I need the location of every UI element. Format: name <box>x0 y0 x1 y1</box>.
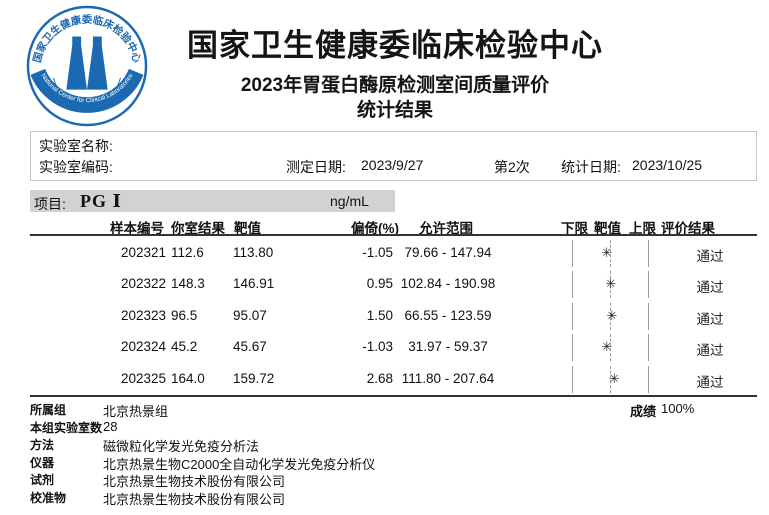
calibrator-value: 北京热景生物技术股份有限公司 <box>103 491 286 507</box>
col-header-range: 允许范围 <box>419 221 473 236</box>
target-value: 45.67 <box>233 339 267 355</box>
footer-row-instrument: 仪器 北京热景生物C2000全自动化学发光免疫分析仪 <box>30 454 757 472</box>
range-indicator: ✳ <box>572 334 649 362</box>
instrument-label: 仪器 <box>30 455 55 470</box>
col-header-result: 你室结果 <box>171 221 225 236</box>
method-value: 磁微粒化学发光免疫分析法 <box>103 439 260 455</box>
table-row: 202324 45.2 45.67 -1.03 31.97 - 59.37 ✳ … <box>0 332 769 363</box>
report-subtitle: 2023年胃蛋白酶原检测室间质量评价 <box>240 75 550 96</box>
table-row: 202322 148.3 146.91 0.95 102.84 - 190.98… <box>0 269 769 300</box>
footer-details: 所属组 北京热景组 成绩 100% 本组实验室数 28 方法 磁微粒化学发光免疫… <box>30 401 757 507</box>
lab-result: 148.3 <box>171 276 205 292</box>
allowed-range: 111.80 - 207.64 <box>401 370 495 386</box>
sample-id: 202323 <box>120 307 166 323</box>
lab-result: 45.2 <box>171 339 198 355</box>
project-label: 项目: <box>34 196 66 212</box>
evaluation-result: 通过 <box>696 311 724 327</box>
table-row: 202323 96.5 95.07 1.50 66.55 - 123.59 ✳ … <box>0 301 769 332</box>
bias-percent: -1.03 <box>362 339 393 355</box>
footer-row-lab-count: 本组实验室数 28 <box>30 419 757 437</box>
col-header-upper: 上限 <box>629 221 656 236</box>
evaluation-result: 通过 <box>696 374 724 390</box>
target-value: 146.91 <box>233 276 275 292</box>
range-indicator: ✳ <box>572 240 649 267</box>
logo-nccl-text: N C C L <box>72 95 101 107</box>
col-header-lower: 下限 <box>561 221 588 236</box>
report-subtitle-2: 统计结果 <box>356 100 433 121</box>
col-header-target: 靶值 <box>234 221 261 236</box>
group-value: 北京热景组 <box>103 404 169 419</box>
sample-id: 202322 <box>120 276 166 292</box>
project-bar: 项目: PG Ⅰ ng/mL <box>30 190 395 212</box>
instrument-value: 北京热景生物C2000全自动化学发光免疫分析仪 <box>103 456 376 472</box>
allowed-range: 79.66 - 147.94 <box>404 245 492 260</box>
footer-row-method: 方法 磁微粒化学发光免疫分析法 <box>30 436 757 454</box>
table-row: 202321 112.6 113.80 -1.05 79.66 - 147.94… <box>0 238 769 269</box>
allowed-range: 31.97 - 59.37 <box>408 339 488 355</box>
col-header-target2: 靶值 <box>594 221 621 236</box>
page-title: 国家卫生健康委临床检验中心 <box>187 28 603 63</box>
lab-info-box: 实验室名称: 实验室编码: 测定日期: 2023/9/27 第2次 统计日期: … <box>30 131 757 181</box>
table-row: 202325 164.0 159.72 2.68 111.80 - 207.64… <box>0 364 769 395</box>
allowed-range: 66.55 - 123.59 <box>404 307 492 323</box>
group-label: 所属组 <box>30 403 67 417</box>
bias-percent: 2.68 <box>366 370 393 386</box>
sample-id: 202325 <box>120 370 166 386</box>
result-mark-icon: ✳ <box>605 276 617 292</box>
method-label: 方法 <box>30 438 55 453</box>
footer-row-group: 所属组 北京热景组 成绩 100% <box>30 401 757 419</box>
result-mark-icon: ✳ <box>601 245 613 260</box>
lab-count-value: 28 <box>103 418 118 434</box>
lab-result: 164.0 <box>171 370 205 386</box>
col-header-sample: 样本编号 <box>110 221 164 236</box>
round-number: 第2次 <box>494 159 530 175</box>
lab-result: 96.5 <box>171 307 198 323</box>
bias-percent: 0.95 <box>366 276 393 292</box>
target-value: 95.07 <box>233 307 267 323</box>
footer-row-reagent: 试剂 北京热景生物技术股份有限公司 <box>30 471 757 489</box>
sample-id: 202321 <box>120 245 166 260</box>
sample-id: 202324 <box>120 339 166 355</box>
stat-date-value: 2023/10/25 <box>632 157 703 173</box>
evaluation-result: 通过 <box>696 280 724 296</box>
range-indicator: ✳ <box>572 271 649 299</box>
nccl-logo: 国家卫生健康委临床检验中心 N C C L National Center fo… <box>26 5 148 127</box>
reagent-value: 北京热景生物技术股份有限公司 <box>103 474 286 490</box>
reagent-label: 试剂 <box>30 473 55 488</box>
lab-code-label: 实验室编码: <box>39 159 113 175</box>
score-value: 100% <box>661 401 695 416</box>
test-date-label: 测定日期: <box>286 159 346 175</box>
svg-text:N C C L: N C C L <box>72 95 101 107</box>
stat-date-label: 统计日期: <box>561 159 621 175</box>
result-mark-icon: ✳ <box>601 339 613 355</box>
calibrator-label: 校准物 <box>30 490 67 505</box>
lab-result: 112.6 <box>171 245 204 260</box>
score-label: 成绩 <box>630 404 657 419</box>
result-mark-icon: ✳ <box>608 370 620 386</box>
lab-name-label: 实验室名称: <box>39 138 113 154</box>
project-unit: ng/mL <box>330 193 369 209</box>
table-header-rule <box>30 234 757 236</box>
test-date-value: 2023/9/27 <box>361 157 424 173</box>
range-indicator: ✳ <box>572 302 649 330</box>
table-body: 202321 112.6 113.80 -1.05 79.66 - 147.94… <box>0 238 769 395</box>
range-indicator: ✳ <box>572 365 649 393</box>
lab-count-label: 本组实验室数 <box>30 420 103 435</box>
allowed-range: 102.84 - 190.98 <box>400 276 496 292</box>
target-value: 113.80 <box>233 245 274 260</box>
col-header-evaluation: 评价结果 <box>661 221 715 236</box>
target-value: 159.72 <box>233 370 275 386</box>
project-name: PG Ⅰ <box>80 191 122 211</box>
table-bottom-rule <box>30 395 757 397</box>
bias-percent: -1.05 <box>362 245 393 260</box>
flask-icons <box>66 36 108 90</box>
result-mark-icon: ✳ <box>606 307 618 323</box>
footer-row-calibrator: 校准物 北京热景生物技术股份有限公司 <box>30 489 757 507</box>
bias-percent: 1.50 <box>366 307 393 323</box>
nccl-logo-emblem: 国家卫生健康委临床检验中心 N C C L National Center fo… <box>26 5 148 127</box>
evaluation-result: 通过 <box>696 249 724 264</box>
evaluation-result: 通过 <box>696 343 724 359</box>
col-header-bias: 偏倚(%) <box>351 221 399 236</box>
